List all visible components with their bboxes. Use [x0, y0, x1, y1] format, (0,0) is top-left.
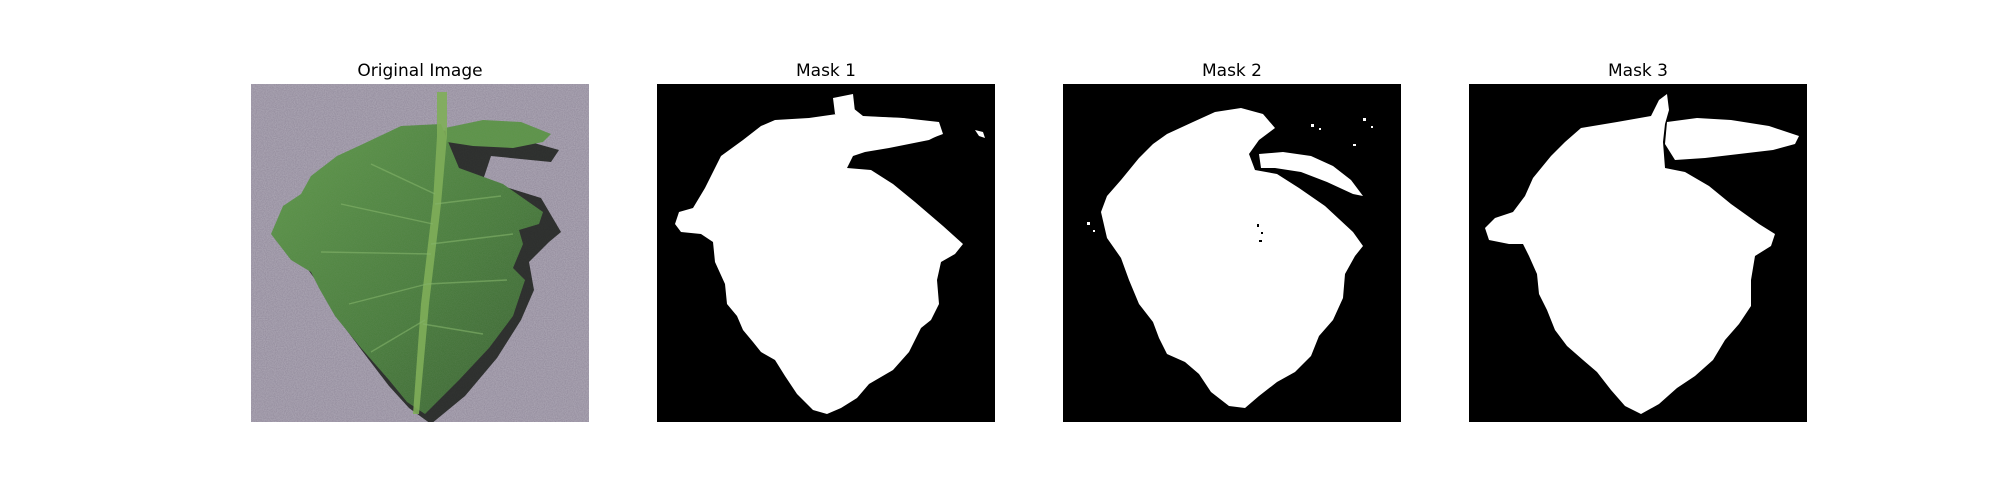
mask-noise-specks	[1087, 118, 1373, 232]
mask-leaflet-upper	[1665, 118, 1799, 160]
mask-leaf-region	[675, 96, 963, 414]
leaflet-top-right	[445, 120, 551, 148]
mask-speck	[975, 130, 985, 138]
leaf-veins	[320, 163, 514, 353]
panel-title: Mask 3	[1607, 61, 1668, 81]
mask-leaflet-upper	[853, 116, 943, 150]
leaf-stem	[413, 92, 447, 414]
panel-title: Mask 1	[795, 61, 856, 81]
mask-stem	[833, 94, 855, 120]
mask-3-image	[1469, 84, 1807, 422]
original-leaf-photo	[251, 84, 589, 422]
panel-title: Mask 2	[1201, 61, 1262, 81]
mask-2-image	[1063, 84, 1401, 422]
mask-leaf-region	[1485, 94, 1775, 414]
mask-holes	[1257, 224, 1263, 242]
mask-1-image	[657, 84, 995, 422]
leaf-blade	[271, 124, 543, 414]
mask-leaf-region	[1101, 108, 1363, 408]
panel-title: Original Image	[357, 61, 483, 81]
mask-leaflet-fragment	[1259, 152, 1363, 196]
